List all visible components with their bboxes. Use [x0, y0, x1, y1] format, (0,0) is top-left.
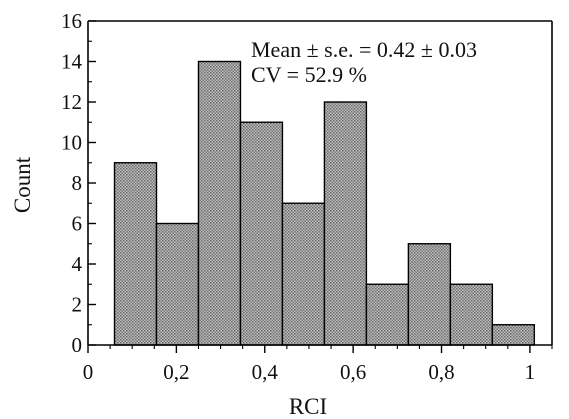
bars-layer [113, 60, 536, 346]
y-axis-title: Count [10, 156, 35, 213]
y-tick-label: 6 [72, 212, 83, 236]
y-tick-label: 0 [72, 333, 83, 357]
bar-bin-1 [113, 162, 158, 346]
bar-bin-9 [449, 283, 494, 346]
bar-bin-2 [155, 222, 200, 346]
x-tick-label: 0 [83, 360, 94, 384]
annotation-cv: CV = 52.9 % [251, 62, 367, 87]
labels-layer: 0 2 4 6 8 10 12 14 16 0 0,2 0,4 0,6 0,8 1 [61, 9, 535, 384]
bar-bin-6 [323, 101, 368, 346]
axes-layer [87, 20, 553, 353]
x-tick-label: 0,8 [428, 360, 454, 384]
x-tick-label: 0,6 [340, 360, 366, 384]
bar-bin-3 [197, 60, 242, 346]
x-axis-title: RCI [289, 394, 327, 419]
y-tick-label: 14 [61, 50, 83, 74]
annotation-mean: Mean ± s.e. = 0.42 ± 0.03 [251, 37, 477, 62]
bar-bin-10 [491, 324, 536, 346]
y-tick-label: 16 [61, 9, 82, 33]
x-tick-label: 0,2 [163, 360, 189, 384]
bar-bin-8 [407, 243, 452, 346]
y-tick-label: 12 [61, 90, 82, 114]
y-tick-label: 2 [72, 293, 83, 317]
bar-bin-7 [365, 283, 410, 346]
bar-bin-4 [239, 121, 284, 346]
bar-bin-5 [281, 202, 326, 346]
x-tick-label: 1 [525, 360, 536, 384]
y-tick-label: 4 [72, 252, 83, 276]
y-tick-label: 10 [61, 131, 82, 155]
x-tick-label: 0,4 [252, 360, 279, 384]
y-tick-label: 8 [72, 171, 83, 195]
